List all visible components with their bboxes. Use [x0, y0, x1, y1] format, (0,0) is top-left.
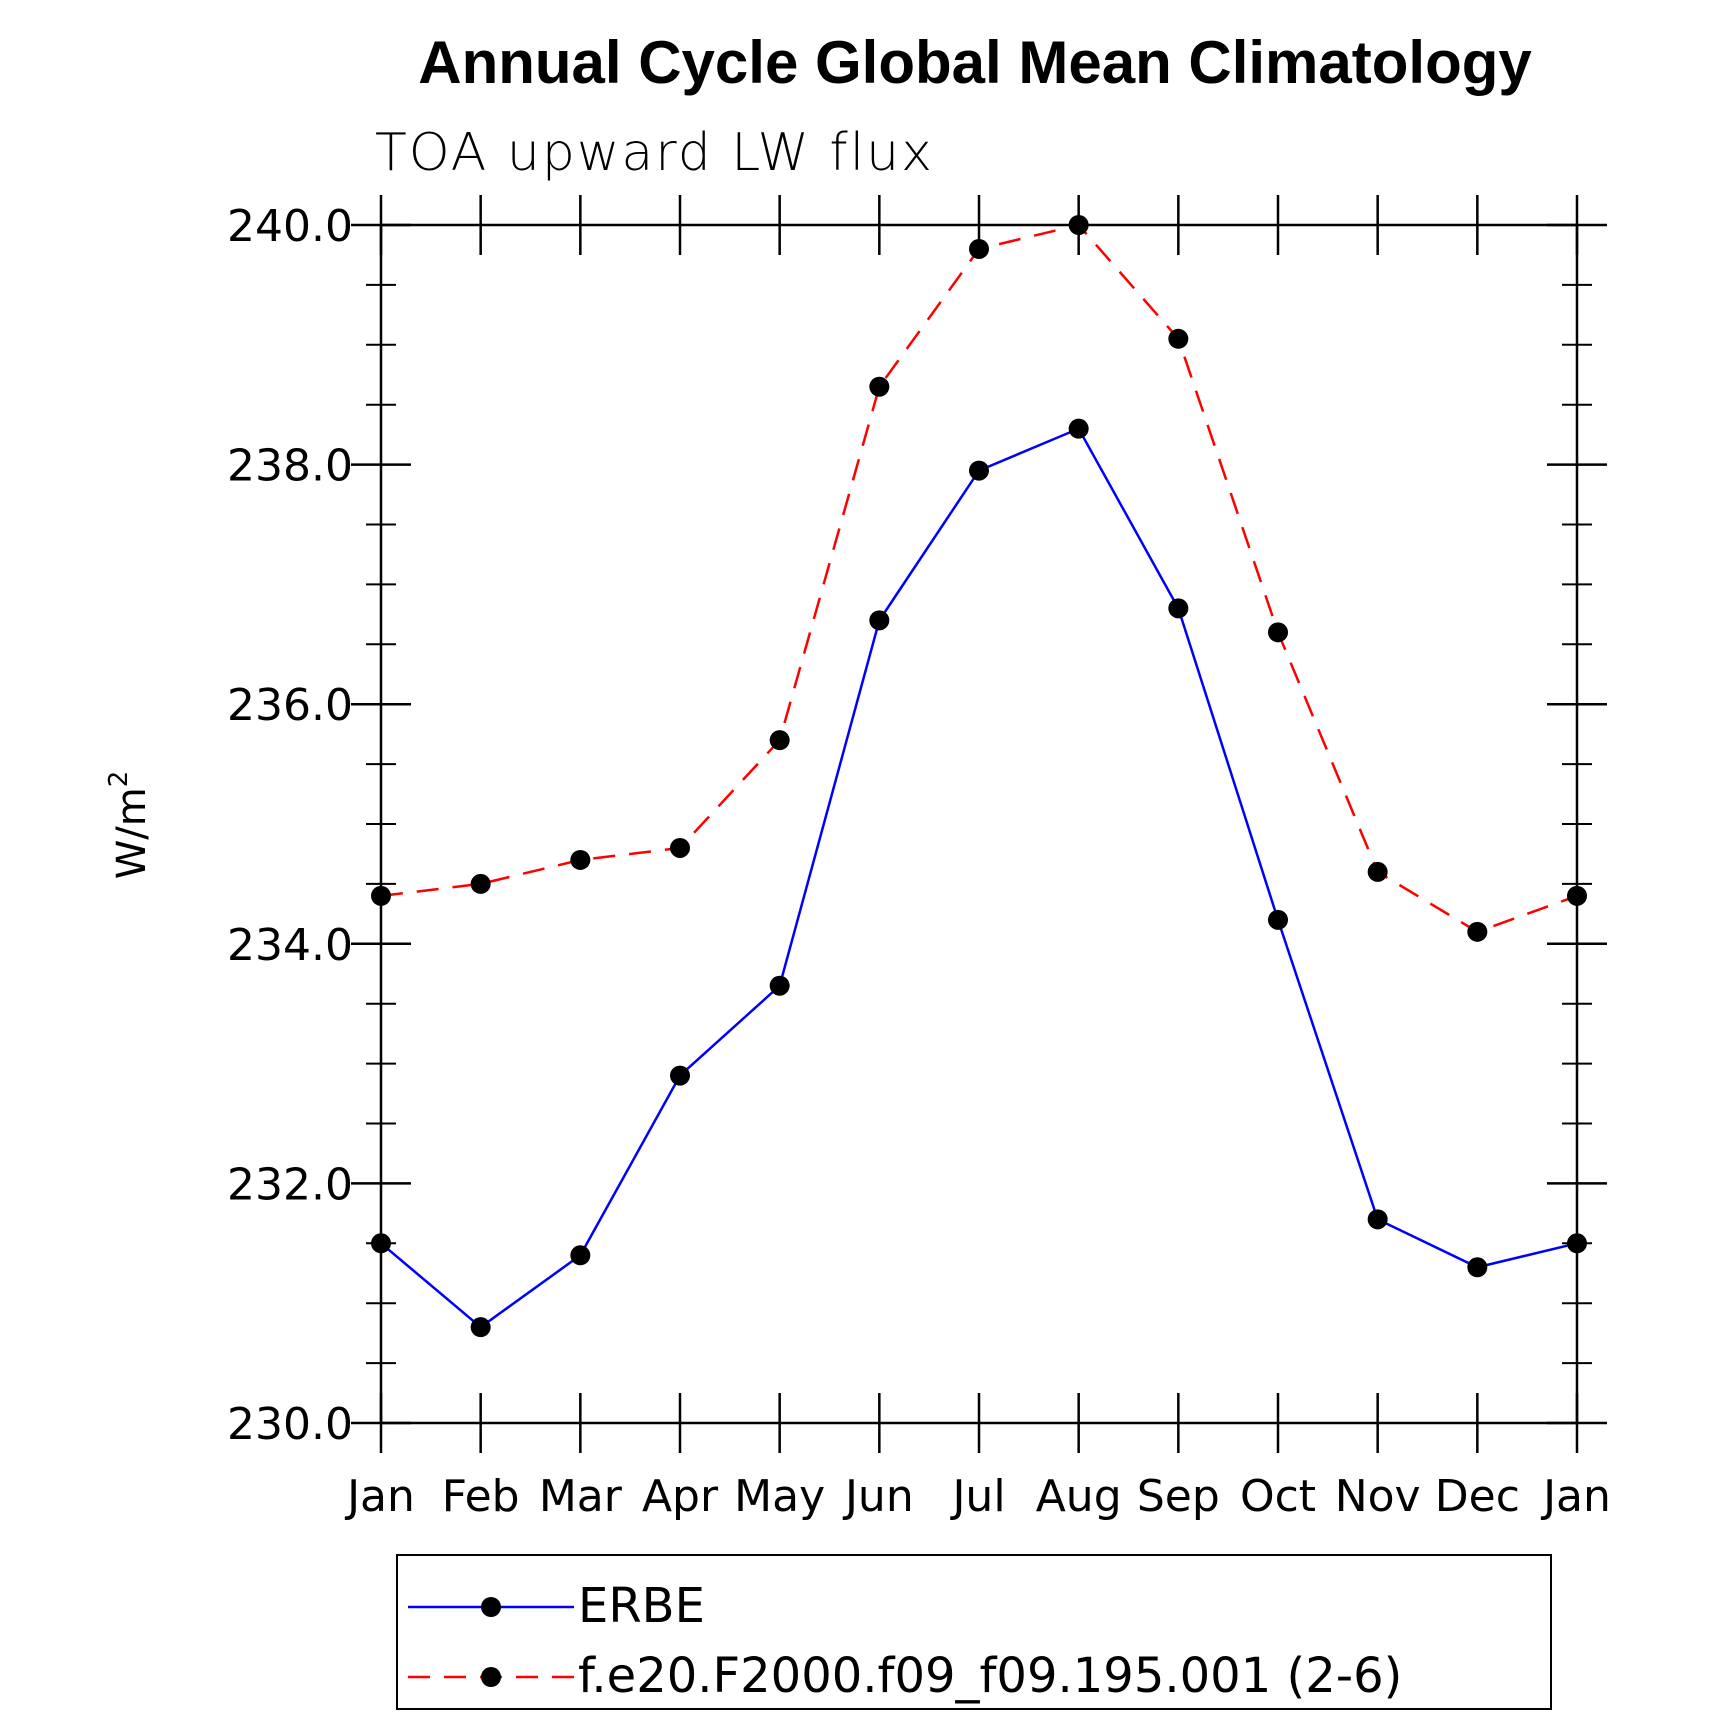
data-point-1 — [769, 730, 790, 751]
data-point-0 — [1268, 909, 1288, 930]
series-layer — [371, 215, 1587, 1338]
data-point-1 — [1467, 921, 1488, 942]
data-point-0 — [769, 975, 790, 996]
svg-text:W/m2: W/m2 — [104, 771, 155, 880]
x-tick-label: Dec — [1435, 1471, 1520, 1522]
data-point-1 — [1068, 215, 1089, 235]
legend-swatch-erbe — [408, 1597, 574, 1617]
data-point-1 — [1168, 328, 1189, 349]
data-point-1 — [371, 885, 391, 906]
data-point-0 — [969, 460, 989, 481]
legend-item-erbe: ERBE — [398, 1574, 1550, 1644]
data-point-0 — [470, 1317, 491, 1338]
x-tick-label: Mar — [539, 1471, 623, 1522]
chart-title: Annual Cycle Global Mean Climatology — [418, 29, 1532, 96]
data-point-0 — [1467, 1257, 1488, 1278]
x-tick-label: Apr — [642, 1471, 719, 1522]
data-point-0 — [371, 1233, 391, 1254]
data-point-1 — [470, 873, 491, 894]
series-line-1 — [380, 223, 1578, 934]
x-tick-label: Nov — [1335, 1471, 1421, 1522]
legend-item-model: f.e20.F2000.f09_f09.195.001 (2-6) — [398, 1644, 1550, 1714]
y-axis-label-superscript: 2 — [104, 771, 134, 788]
data-point-0 — [1068, 418, 1089, 439]
data-point-0 — [1367, 1209, 1388, 1230]
y-tick-label: 234.0 — [227, 920, 353, 971]
y-tick-label: 232.0 — [227, 1159, 353, 1210]
data-point-0 — [1567, 1233, 1587, 1254]
series-line-0 — [380, 427, 1578, 1329]
data-point-0 — [1168, 598, 1189, 619]
chart-subtitle: TOA upward LW flux — [375, 123, 934, 183]
x-tick-label: Feb — [442, 1471, 520, 1522]
data-point-1 — [1567, 885, 1587, 906]
y-tick-label: 238.0 — [227, 441, 353, 492]
legend-label-erbe: ERBE — [578, 1578, 705, 1634]
data-point-1 — [1268, 622, 1288, 643]
legend: ERBE f.e20.F2000.f09_f09.195.001 (2-6) — [396, 1554, 1552, 1710]
data-point-1 — [670, 837, 690, 858]
data-point-1 — [969, 238, 989, 259]
data-point-1 — [570, 849, 591, 870]
plot-frame — [379, 223, 1579, 1425]
x-axis: Jan Feb Mar Apr May Jun Jul Aug Sep Oct Nov Dec Jan — [344, 195, 1611, 1522]
data-point-1 — [869, 376, 890, 397]
x-tick-label: Sep — [1137, 1471, 1220, 1522]
legend-swatch-model — [408, 1667, 574, 1687]
x-tick-label: Aug — [1036, 1471, 1122, 1522]
x-tick-label: Oct — [1240, 1471, 1316, 1522]
x-tick-label: Jun — [842, 1471, 914, 1522]
data-point-1 — [1367, 861, 1388, 882]
data-point-0 — [869, 610, 890, 631]
legend-label-model: f.e20.F2000.f09_f09.195.001 (2-6) — [578, 1648, 1403, 1704]
x-tick-label: May — [734, 1471, 825, 1522]
y-axis: 230.0 232.0 234.0 236.0 238.0 240.0 — [227, 201, 1607, 1450]
x-tick-label: Jan — [1540, 1471, 1611, 1522]
data-point-0 — [570, 1245, 591, 1266]
y-tick-label: 236.0 — [227, 680, 353, 731]
y-axis-label-text: W/m — [109, 787, 155, 879]
x-tick-label: Jan — [344, 1471, 415, 1522]
data-point-0 — [670, 1065, 690, 1086]
y-tick-label: 230.0 — [227, 1399, 353, 1450]
y-axis-label: W/m2 — [104, 771, 155, 880]
x-tick-label: Jul — [949, 1471, 1005, 1522]
y-tick-label: 240.0 — [227, 201, 353, 252]
